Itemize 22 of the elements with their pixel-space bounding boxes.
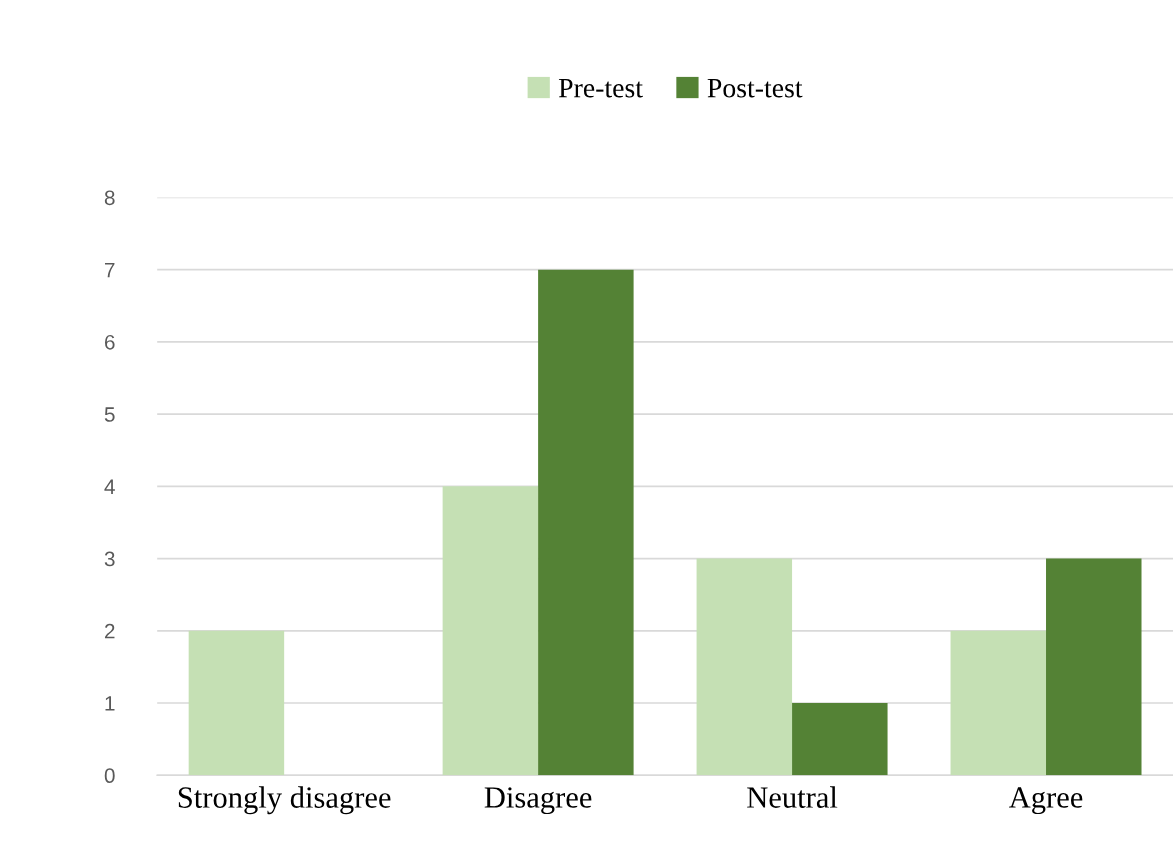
y-tick-label: 3 <box>104 551 115 567</box>
legend-label: Pre-test <box>558 78 643 98</box>
y-tick-label: 2 <box>104 623 115 639</box>
bar <box>696 558 793 776</box>
y-tick-label: 0 <box>104 768 115 784</box>
x-tick-label: Disagree <box>484 787 592 815</box>
bar <box>792 703 888 776</box>
y-tick-label: 1 <box>105 696 115 711</box>
bar <box>950 630 1047 776</box>
x-tick-label: Strongly disagree <box>178 786 391 815</box>
legend-label: Post-test <box>707 78 803 98</box>
y-tick-label: 7 <box>105 262 115 278</box>
bar <box>442 486 539 776</box>
bar <box>188 630 285 776</box>
bar <box>1046 558 1142 776</box>
x-tick-label: Agree <box>1009 787 1083 815</box>
y-tick-label: 8 <box>104 190 115 206</box>
y-tick-label: 4 <box>104 479 115 494</box>
y-tick-label: 5 <box>104 407 115 422</box>
bar <box>538 269 634 776</box>
x-tick-label: Neutral <box>747 786 838 808</box>
y-tick-label: 6 <box>104 334 115 350</box>
